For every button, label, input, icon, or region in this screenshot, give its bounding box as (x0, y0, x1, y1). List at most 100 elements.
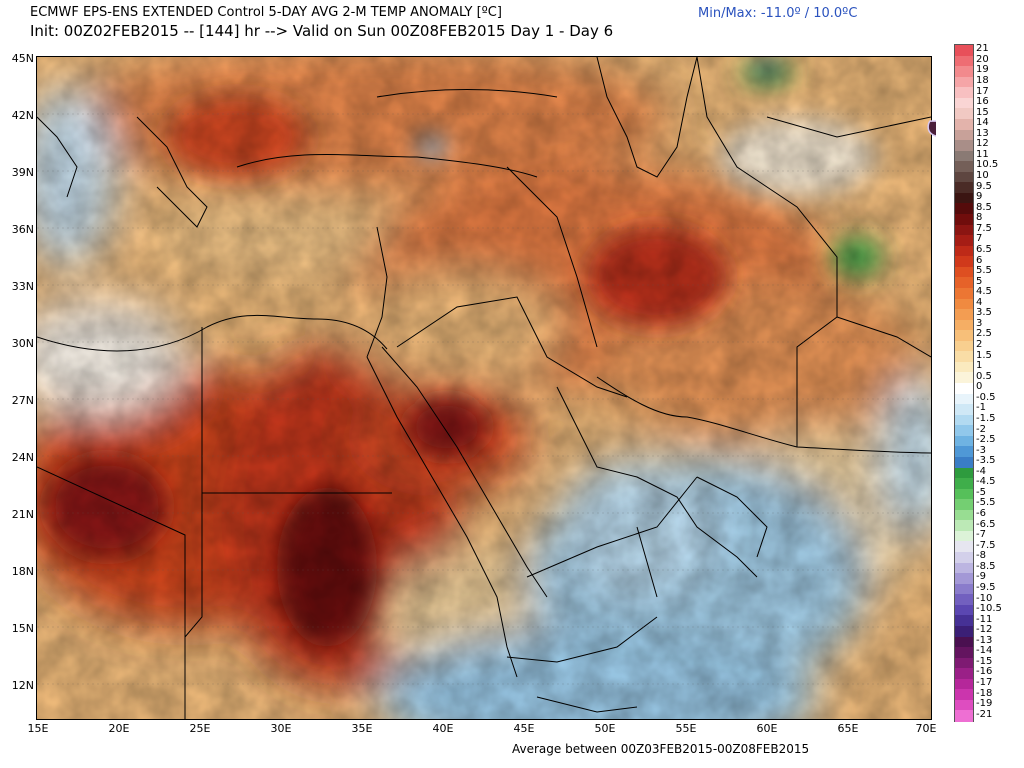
colorbar-label: 21 (976, 43, 989, 55)
colorbar-label: -14 (976, 645, 993, 657)
lat-label: 36N (11, 223, 34, 236)
colorbar-label: 11 (976, 148, 989, 160)
lon-label: 25E (189, 722, 211, 735)
map-gridlines (37, 113, 931, 685)
colorbar-label: -9.5 (976, 581, 996, 593)
colorbar-swatch (955, 171, 973, 183)
colorbar-label: 6.5 (976, 243, 992, 255)
signature-watermark: تركي الوايلي (925, 86, 937, 143)
colorbar-swatch (955, 224, 973, 236)
colorbar-label: 1.5 (976, 349, 992, 361)
colorbar-label: -7.5 (976, 539, 996, 551)
colorbar-swatch (955, 140, 973, 152)
colorbar-label: -15 (976, 655, 993, 667)
colorbar-swatch (955, 699, 973, 711)
lat-label: 21N (11, 508, 34, 521)
colorbar-label: 16 (976, 96, 989, 108)
colorbar-label: -6 (976, 508, 986, 520)
chart-title: ECMWF EPS-ENS EXTENDED Control 5-DAY AVG… (30, 5, 502, 20)
colorbar-label: -0.5 (976, 391, 996, 403)
colorbar-swatch (955, 319, 973, 331)
colorbar-swatch (955, 372, 973, 384)
lat-label: 42N (11, 109, 34, 122)
colorbar-label: -5 (976, 486, 986, 498)
colorbar-swatch (955, 361, 973, 373)
colorbar-label: -4 (976, 465, 986, 477)
lon-label: 45E (513, 722, 535, 735)
lat-label: 12N (11, 679, 34, 692)
colorbar-label: 18 (976, 74, 989, 86)
colorbar-swatch (955, 45, 973, 57)
colorbar-swatch (955, 118, 973, 130)
colorbar-label: -12 (976, 624, 993, 636)
lat-label: 18N (11, 565, 34, 578)
colorbar-label: 3 (976, 317, 983, 329)
lon-label: 65E (837, 722, 859, 735)
lon-label: 70E (915, 722, 937, 735)
min-max-readout: Min/Max: -11.0º / 10.0ºC (698, 6, 858, 21)
lon-label: 60E (756, 722, 778, 735)
colorbar-swatch (955, 583, 973, 595)
colorbar-swatch (955, 97, 973, 109)
colorbar-label: 6 (976, 254, 983, 266)
lon-label: 20E (108, 722, 130, 735)
colorbar-label: -8.5 (976, 560, 996, 572)
colorbar-label: -1.5 (976, 412, 996, 424)
colorbar-label: 2 (976, 339, 983, 351)
colorbar-swatch (955, 541, 973, 553)
colorbar-label: -16 (976, 666, 993, 678)
colorbar-swatch (955, 393, 973, 405)
colorbar-label: 10 (976, 170, 989, 182)
colorbar-swatch (955, 520, 973, 532)
colorbar-label: -2.5 (976, 434, 996, 446)
colorbar-swatch (955, 87, 973, 99)
country-borders (37, 57, 931, 719)
watermark-text: تركي الوايلي (926, 87, 936, 141)
colorbar-label: 1 (976, 360, 983, 372)
colorbar-label: 12 (976, 138, 989, 150)
legend-colorbar (954, 44, 974, 722)
colorbar-swatch (955, 298, 973, 310)
colorbar-label: -10.5 (976, 603, 1002, 615)
colorbar-label: 0 (976, 381, 983, 393)
colorbar-label: 15 (976, 106, 989, 118)
colorbar-label: 8 (976, 212, 983, 224)
colorbar-swatch (955, 488, 973, 500)
colorbar-swatch (955, 383, 973, 395)
colorbar-label: 14 (976, 117, 989, 129)
colorbar-swatch (955, 625, 973, 637)
colorbar-swatch (955, 604, 973, 616)
colorbar-swatch (955, 636, 973, 648)
colorbar-swatch (955, 256, 973, 268)
colorbar-label: 5 (976, 275, 983, 287)
lon-label: 15E (27, 722, 49, 735)
colorbar-swatch (955, 446, 973, 458)
colorbar-label: -19 (976, 698, 993, 710)
colorbar-swatch (955, 509, 973, 521)
colorbar-swatch (955, 689, 973, 701)
colorbar-swatch (955, 150, 973, 162)
colorbar-swatch (955, 562, 973, 574)
colorbar-label: 5.5 (976, 265, 992, 277)
lon-label: 50E (594, 722, 616, 735)
colorbar-swatch (955, 552, 973, 564)
colorbar-swatch (955, 129, 973, 141)
colorbar-swatch (955, 530, 973, 542)
lon-label: 35E (351, 722, 373, 735)
colorbar-label: -5.5 (976, 497, 996, 509)
colorbar-swatch (955, 414, 973, 426)
colorbar-swatch (955, 203, 973, 215)
colorbar-label: -3.5 (976, 455, 996, 467)
colorbar-label: 8.5 (976, 201, 992, 213)
colorbar-label: 4 (976, 296, 983, 308)
temperature-field (37, 57, 931, 719)
colorbar-swatch (955, 266, 973, 278)
colorbar-label: -10 (976, 592, 993, 604)
colorbar-swatch (955, 710, 973, 722)
colorbar-swatch (955, 245, 973, 257)
anomaly-map (36, 56, 932, 720)
colorbar-label: -17 (976, 677, 993, 689)
colorbar-label: -21 (976, 708, 993, 720)
colorbar-swatch (955, 55, 973, 67)
colorbar-label: 2.5 (976, 328, 992, 340)
